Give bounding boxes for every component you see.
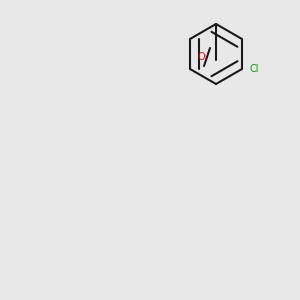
- Text: O: O: [197, 52, 205, 62]
- Text: Cl: Cl: [249, 64, 259, 74]
